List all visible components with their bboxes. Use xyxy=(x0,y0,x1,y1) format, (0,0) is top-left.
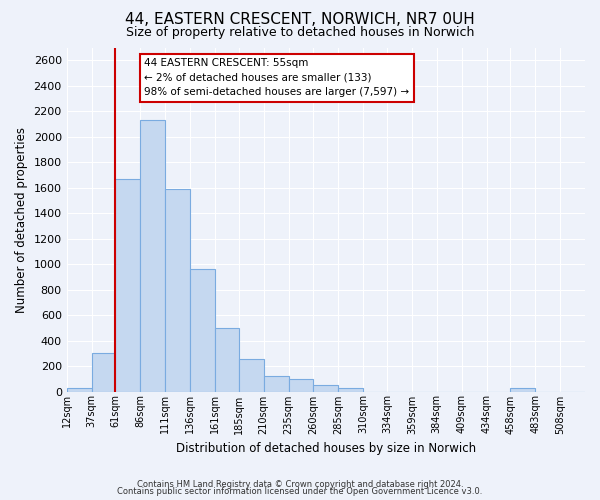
X-axis label: Distribution of detached houses by size in Norwich: Distribution of detached houses by size … xyxy=(176,442,476,455)
Text: Size of property relative to detached houses in Norwich: Size of property relative to detached ho… xyxy=(126,26,474,39)
Bar xyxy=(165,189,190,392)
Bar xyxy=(215,328,239,392)
Bar xyxy=(338,388,363,392)
Bar xyxy=(92,354,115,392)
Bar xyxy=(67,388,92,392)
Text: 44 EASTERN CRESCENT: 55sqm
← 2% of detached houses are smaller (133)
98% of semi: 44 EASTERN CRESCENT: 55sqm ← 2% of detac… xyxy=(145,58,410,98)
Y-axis label: Number of detached properties: Number of detached properties xyxy=(15,126,28,312)
Text: Contains HM Land Registry data © Crown copyright and database right 2024.: Contains HM Land Registry data © Crown c… xyxy=(137,480,463,489)
Bar xyxy=(190,269,215,392)
Bar xyxy=(140,120,165,392)
Bar xyxy=(289,380,313,392)
Bar xyxy=(313,385,338,392)
Text: Contains public sector information licensed under the Open Government Licence v3: Contains public sector information licen… xyxy=(118,487,482,496)
Bar xyxy=(511,388,535,392)
Text: 44, EASTERN CRESCENT, NORWICH, NR7 0UH: 44, EASTERN CRESCENT, NORWICH, NR7 0UH xyxy=(125,12,475,28)
Bar xyxy=(263,376,289,392)
Bar xyxy=(115,178,140,392)
Bar xyxy=(239,359,263,392)
